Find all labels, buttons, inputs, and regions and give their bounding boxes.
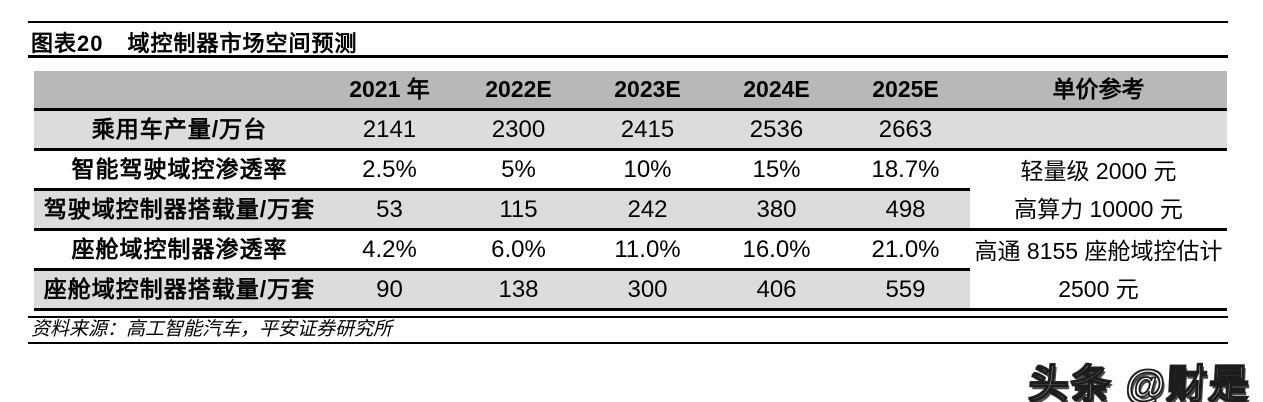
row-label: 驾驶域控制器搭载量/万套: [34, 189, 325, 231]
value-cell: 406: [712, 269, 841, 311]
header-cell-rowlabel: [34, 71, 325, 111]
value-cell: 300: [583, 269, 712, 311]
value-cell: 2415: [583, 109, 712, 151]
top-rule: [28, 21, 1228, 23]
value-cell: 21.0%: [841, 229, 970, 271]
table-row-ad-penetration: 智能驾驶域控渗透率 2.5% 5% 10% 15% 18.7% 轻量级 2000…: [34, 149, 1227, 231]
value-cell: 10%: [583, 149, 712, 191]
row-label: 座舱域控制器渗透率: [34, 229, 325, 271]
price-note-line: 轻量级 2000 元: [1020, 157, 1177, 184]
header-cell-2023e: 2023E: [583, 71, 712, 111]
value-cell: 115: [454, 189, 583, 231]
table-row-cockpit-penetration: 座舱域控制器渗透率 4.2% 6.0% 11.0% 16.0% 21.0% 高通…: [34, 229, 1227, 311]
value-cell: 2300: [454, 109, 583, 151]
table-row-passenger-output: 乘用车产量/万台 2141 2300 2415 2536 2663: [34, 109, 1227, 151]
value-cell: 5%: [454, 149, 583, 191]
header-cell-2025e: 2025E: [841, 71, 970, 111]
value-cell: 559: [841, 269, 970, 311]
value-cell: 16.0%: [712, 229, 841, 271]
table-header-row: 2021 年 2022E 2023E 2024E 2025E 单价参考: [34, 71, 1227, 111]
figure-title-text: 域控制器市场空间预测: [127, 31, 358, 56]
value-cell: 138: [454, 269, 583, 311]
header-cell-price-ref: 单价参考: [970, 71, 1227, 111]
source-rule-bottom: [28, 342, 1228, 344]
row-label: 座舱域控制器搭载量/万套: [34, 269, 325, 311]
value-cell: 2663: [841, 109, 970, 151]
table-row-cockpit-volume: 座舱域控制器搭载量/万套 90 138 300 406 559: [34, 269, 1227, 311]
figure-title: 图表20 域控制器市场空间预测: [31, 26, 358, 58]
watermark-text: 头条 @财是: [1027, 362, 1253, 402]
header-cell-2021: 2021 年: [325, 71, 454, 111]
price-note-empty-cell: [970, 109, 1227, 151]
source-rule-top: [28, 316, 1228, 318]
header-cell-2022e: 2022E: [454, 71, 583, 111]
value-cell: 380: [712, 189, 841, 231]
value-cell: 15%: [712, 149, 841, 191]
header-cell-2024e: 2024E: [712, 71, 841, 111]
value-cell: 18.7%: [841, 149, 970, 191]
value-cell: 2.5%: [325, 149, 454, 191]
value-cell: 498: [841, 189, 970, 231]
value-cell: 11.0%: [583, 229, 712, 271]
row-label: 乘用车产量/万台: [34, 109, 325, 151]
value-cell: 242: [583, 189, 712, 231]
value-cell: 53: [325, 189, 454, 231]
figure-label: 图表20: [31, 31, 104, 56]
price-note-line: 2500 元: [1058, 275, 1139, 302]
forecast-table: 2021 年 2022E 2023E 2024E 2025E 单价参考 乘用车产…: [34, 71, 1227, 311]
table-row-ad-volume: 驾驶域控制器搭载量/万套 53 115 242 380 498: [34, 189, 1227, 231]
title-underline-rule: [28, 55, 1228, 58]
source-text: 资料来源：高工智能汽车，平安证券研究所: [31, 319, 393, 340]
value-cell: 6.0%: [454, 229, 583, 271]
value-cell: 90: [325, 269, 454, 311]
price-note-cockpit-cell: 高通 8155 座舱域控估计 2500 元: [970, 229, 1227, 311]
row-label: 智能驾驶域控渗透率: [34, 149, 325, 191]
value-cell: 4.2%: [325, 229, 454, 271]
price-note-line: 高通 8155 座舱域控估计: [974, 237, 1223, 264]
value-cell: 2536: [712, 109, 841, 151]
price-note-line: 高算力 10000 元: [1014, 195, 1183, 222]
price-note-driving-cell: 轻量级 2000 元 高算力 10000 元: [970, 149, 1227, 231]
value-cell: 2141: [325, 109, 454, 151]
